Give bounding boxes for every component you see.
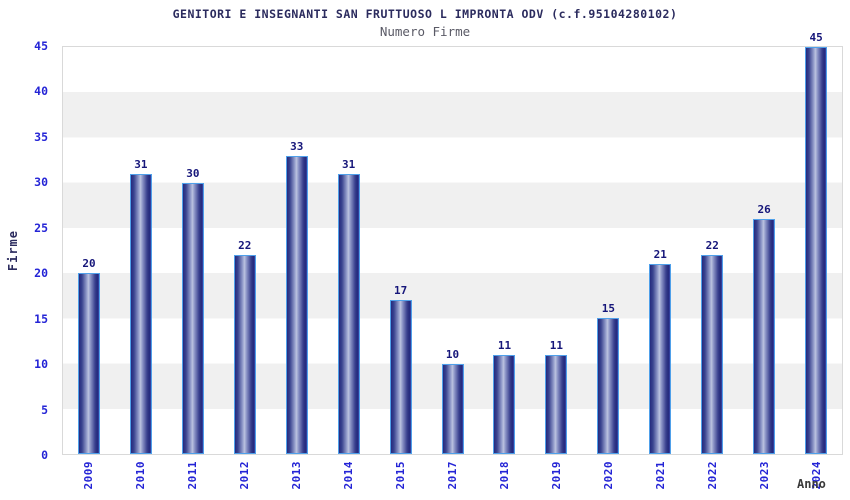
y-tick-label: 20 (34, 266, 48, 281)
bars-row: 20 31 30 22 33 31 17 10 11 11 15 21 22 26 45 (63, 31, 842, 454)
bar-group: 31 (115, 47, 167, 454)
bar-group: 20 (63, 47, 115, 454)
bar-value-label: 15 (601, 302, 615, 316)
x-axis-title: Anno (797, 477, 826, 491)
bar (129, 173, 152, 454)
y-tick-label: 40 (34, 84, 48, 99)
bar-group: 45 (790, 31, 842, 454)
bar-group: 17 (375, 47, 427, 454)
y-tick-label: 15 (34, 311, 48, 326)
bar (805, 47, 828, 454)
x-tick-label: 2014 (341, 461, 355, 490)
bar-value-label: 22 (705, 239, 719, 253)
bar-group: 11 (530, 47, 582, 454)
bar (337, 173, 360, 454)
bar (285, 155, 308, 454)
bar (701, 255, 724, 454)
bar-value-label: 20 (82, 257, 96, 271)
x-tick-label: 2010 (133, 461, 147, 490)
bar-group: 10 (427, 47, 479, 454)
bar (181, 182, 204, 454)
x-tick-label: 2022 (706, 461, 720, 490)
x-tick-slot: 2018 (479, 461, 531, 499)
bar-group: 26 (738, 47, 790, 454)
y-tick-label: 25 (34, 220, 48, 235)
y-tick-label: 10 (34, 357, 48, 372)
bar-group: 21 (634, 47, 686, 454)
x-tick-slot: 2021 (635, 461, 687, 499)
bar (649, 264, 672, 454)
chart-subtitle: Numero Firme (379, 24, 471, 39)
x-tick-slot: 2022 (687, 461, 739, 499)
bar-group: 11 (479, 47, 531, 454)
bar-value-label: 33 (290, 139, 304, 153)
x-tick-label: 2023 (758, 461, 772, 490)
y-tick-label: 0 (41, 448, 48, 462)
y-axis-labels: 0 5 10 15 20 25 30 35 40 45 (0, 39, 56, 462)
y-tick-label: 45 (34, 39, 48, 53)
bar (493, 354, 516, 454)
y-tick-label: 35 (34, 129, 48, 144)
x-tick-label: 2019 (550, 461, 564, 490)
x-tick-label: 2013 (289, 461, 303, 490)
bar-value-label: 10 (445, 347, 460, 361)
bar-group: 22 (219, 47, 271, 454)
x-tick-label: 2020 (602, 461, 616, 490)
bar-group: 15 (582, 47, 634, 454)
bar-value-label: 26 (757, 202, 771, 216)
bar (753, 218, 776, 454)
x-tick-label: 2017 (445, 461, 459, 490)
bar-group: 31 (323, 47, 375, 454)
x-tick-slot: 2013 (270, 461, 322, 499)
x-tick-slot: 2017 (426, 461, 478, 499)
x-tick-slot: 2015 (374, 461, 426, 499)
bar-group: 22 (686, 47, 738, 454)
x-tick-label: 2021 (654, 461, 668, 490)
x-tick-slot: 2009 (62, 461, 114, 499)
x-tick-slot: 2020 (583, 461, 635, 499)
x-tick-slot: 2010 (114, 461, 166, 499)
bar-value-label: 45 (809, 31, 823, 44)
x-axis-labels: 2009 2010 2011 2012 2013 2014 2015 2017 2018 2019… (62, 461, 843, 499)
y-tick-label: 30 (34, 175, 48, 190)
plot-area: 20 31 30 22 33 31 17 10 11 11 15 21 22 26 45 (62, 31, 843, 455)
x-tick-slot: 2012 (218, 461, 270, 499)
bar-value-label: 11 (549, 338, 564, 352)
x-tick-slot: 2011 (166, 461, 218, 499)
x-tick-slot: 2014 (322, 461, 374, 499)
x-tick-slot: 2019 (531, 461, 583, 499)
bar-value-label: 31 (342, 157, 356, 171)
y-tick-label: 5 (41, 402, 48, 417)
bar-value-label: 11 (497, 338, 512, 352)
bar-value-label: 21 (653, 248, 667, 262)
bar (389, 300, 412, 454)
x-tick-label: 2011 (185, 461, 199, 490)
bar-group: 33 (271, 47, 323, 454)
bar-group: 30 (167, 47, 219, 454)
bar (233, 255, 256, 454)
bar-value-label: 30 (186, 166, 200, 180)
bar-value-label: 22 (238, 239, 252, 253)
x-tick-label: 2018 (498, 461, 512, 490)
bar (441, 363, 464, 454)
bar (545, 354, 568, 454)
bar (597, 318, 620, 454)
bar (77, 273, 100, 454)
x-tick-label: 2015 (393, 461, 407, 490)
bar-value-label: 31 (134, 157, 148, 171)
x-tick-slot: 2023 (739, 461, 791, 499)
bar-value-label: 17 (393, 284, 408, 298)
x-tick-label: 2009 (81, 461, 95, 490)
chart-title: GENITORI E INSEGNANTI SAN FRUTTUOSO L IM… (172, 7, 678, 21)
x-tick-label: 2012 (237, 461, 251, 490)
